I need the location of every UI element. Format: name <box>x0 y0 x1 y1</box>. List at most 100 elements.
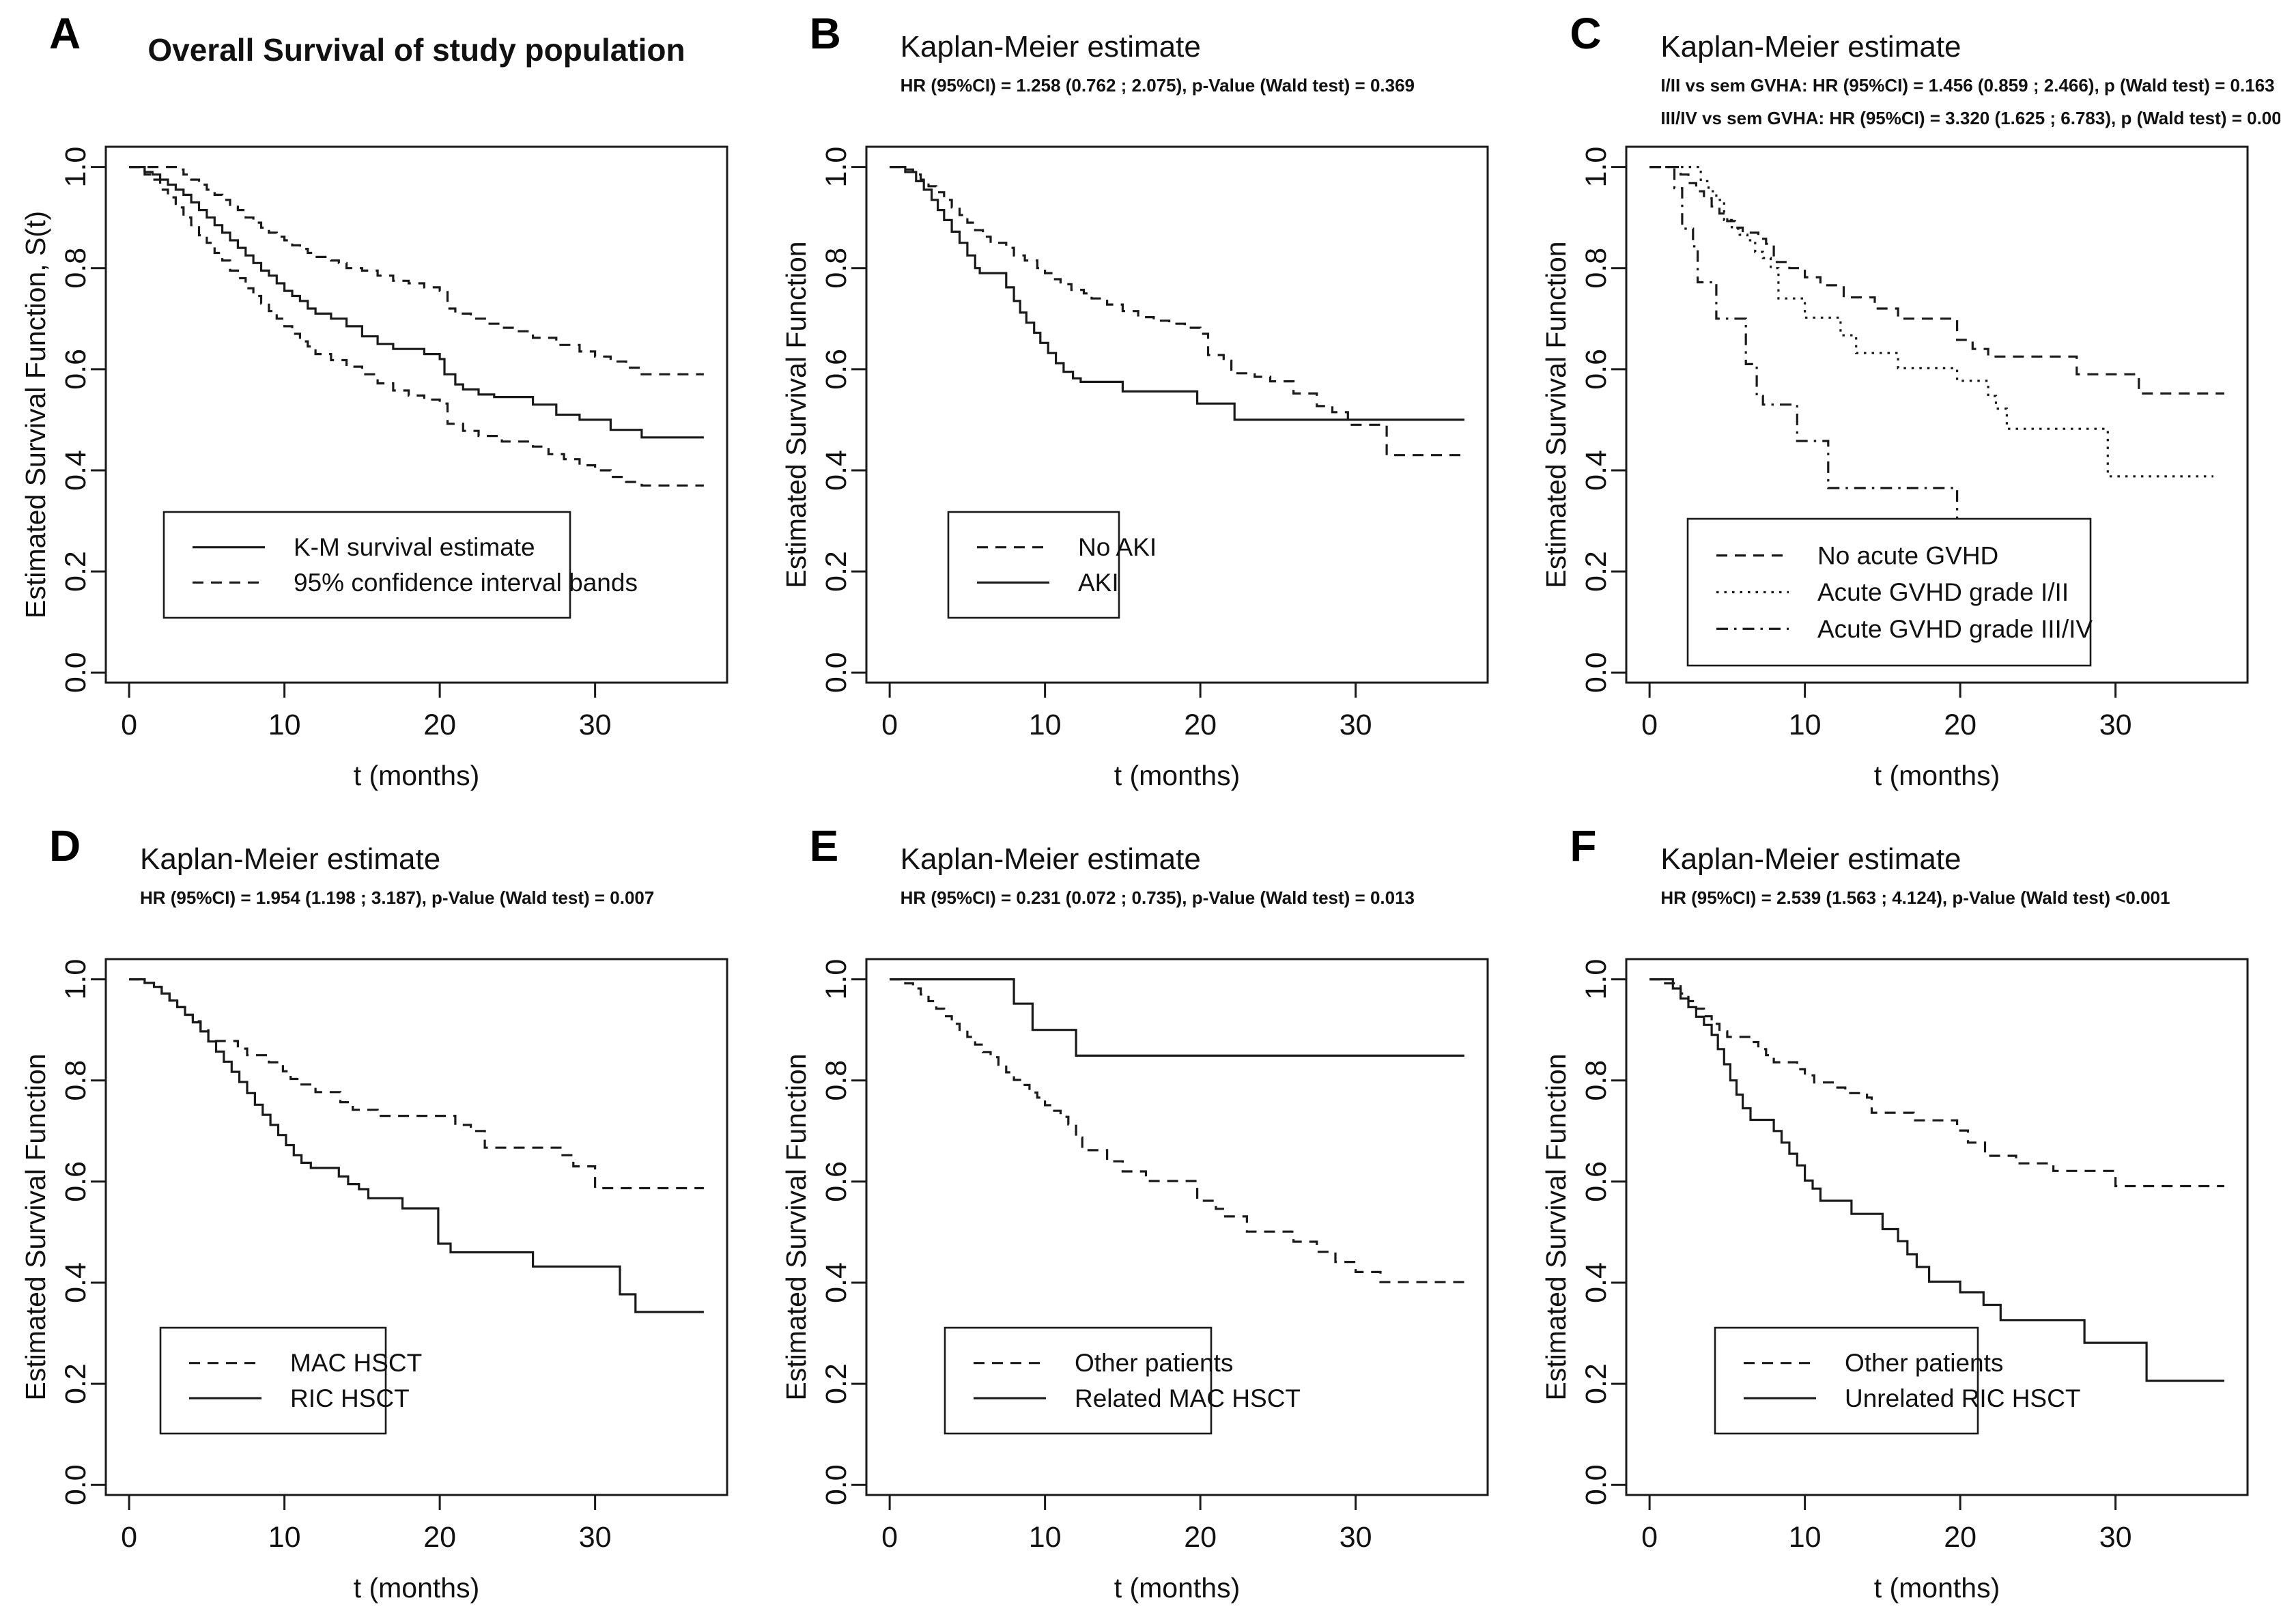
km-plot: Other patients Related MAC HSCT 0 10 20 30 0.0… <box>780 958 1489 1604</box>
y-axis-label: Estimated Survival Function <box>1540 1053 1572 1400</box>
x-tick-label: 30 <box>2099 1521 2132 1554</box>
y-tick-label: 0.0 <box>59 652 92 693</box>
legend-label: 95% confidence interval bands <box>294 569 638 597</box>
y-tick-label: 1.0 <box>59 958 92 999</box>
plot-border <box>1625 145 2249 684</box>
legend-label: Other patients <box>1075 1349 1233 1377</box>
y-tick-label: 0.6 <box>820 349 853 390</box>
panel-title: Kaplan-Meier estimate <box>140 842 441 876</box>
km-panel-c: C Kaplan-Meier estimate I/II vs sem GVHA… <box>1520 0 2280 812</box>
plot-border <box>104 145 728 684</box>
x-axis-label: t (months) <box>1874 1572 2000 1604</box>
y-tick-label: 0.6 <box>59 349 92 390</box>
y-tick-label: 0.4 <box>59 450 92 491</box>
y-tick-label: 0.4 <box>1580 450 1613 491</box>
y-axis-label: Estimated Survival Function <box>1540 241 1572 588</box>
x-tick-label: 20 <box>1184 709 1217 741</box>
x-tick-label: 20 <box>1184 1521 1217 1554</box>
km-curve <box>129 166 704 439</box>
y-tick-label: 0.0 <box>59 1464 92 1505</box>
y-tick-label: 0.4 <box>820 1262 853 1303</box>
panel-title: Kaplan-Meier estimate <box>1660 30 1961 63</box>
panel-letter: E <box>809 821 839 870</box>
x-tick-label: 30 <box>579 709 612 741</box>
x-axis-label: t (months) <box>354 1572 480 1604</box>
km-curve <box>889 978 1464 1283</box>
km-curve <box>129 166 704 487</box>
y-tick-label: 0.2 <box>1580 1363 1613 1404</box>
legend-box <box>162 511 571 619</box>
x-tick-label: 20 <box>423 1521 456 1554</box>
km-panel-f: F Kaplan-Meier estimate HR (95%CI) = 2.5… <box>1520 812 2280 1624</box>
x-tick-label: 0 <box>121 1521 137 1554</box>
y-tick-label: 0.2 <box>59 1363 92 1404</box>
legend-box <box>1687 517 2092 667</box>
x-tick-label: 0 <box>881 709 898 741</box>
y-axis-label: Estimated Survival Function <box>20 1053 51 1400</box>
y-axis-label: Estimated Survival Function <box>780 241 812 588</box>
legend-label: Unrelated RIC HSCT <box>1845 1384 2080 1412</box>
y-tick-label: 0.6 <box>1580 349 1613 390</box>
x-tick-label: 20 <box>1944 709 1977 741</box>
x-tick-label: 20 <box>423 709 456 741</box>
y-axis-label: Estimated Survival Function, S(t) <box>20 211 51 618</box>
km-curve <box>1649 978 2225 1382</box>
km-panel-e: E Kaplan-Meier estimate HR (95%CI) = 0.2… <box>761 812 1520 1624</box>
panel-title: Kaplan-Meier estimate <box>900 30 1201 63</box>
legend-label: Acute GVHD grade I/II <box>1817 578 2069 606</box>
plot-border <box>104 958 728 1496</box>
y-tick-label: 0.2 <box>820 1363 853 1404</box>
y-axis-label: Estimated Survival Function <box>780 1053 812 1400</box>
y-tick-label: 0.4 <box>820 450 853 491</box>
y-tick-label: 0.4 <box>59 1262 92 1303</box>
legend-label: RIC HSCT <box>290 1384 410 1412</box>
plot-border <box>1625 958 2249 1496</box>
y-tick-label: 0.6 <box>59 1160 92 1201</box>
legend-label: No AKI <box>1078 533 1157 561</box>
km-curve <box>1649 166 2067 610</box>
x-tick-label: 20 <box>1944 1521 1977 1554</box>
x-tick-label: 10 <box>1789 709 1822 741</box>
panel-title: Kaplan-Meier estimate <box>1660 842 1961 876</box>
legend-box <box>944 1326 1212 1434</box>
x-tick-label: 0 <box>121 709 137 741</box>
legend-label: AKI <box>1078 569 1119 597</box>
x-tick-label: 10 <box>1028 709 1061 741</box>
panel-title: Kaplan-Meier estimate <box>900 842 1201 876</box>
km-panel-b: B Kaplan-Meier estimate HR (95%CI) = 1.2… <box>761 0 1520 812</box>
y-tick-label: 1.0 <box>820 958 853 999</box>
panel-letter: A <box>49 9 81 58</box>
y-tick-label: 1.0 <box>1580 147 1613 188</box>
km-plot: No acute GVHD Acute GVHD grade I/II Acute … <box>1540 145 2249 791</box>
panel-subtitle: HR (95%CI) = 1.258 (0.762 ; 2.075), p-Va… <box>900 75 1415 96</box>
x-tick-label: 0 <box>1641 709 1658 741</box>
y-tick-label: 0.2 <box>1580 551 1613 592</box>
km-curve <box>1649 166 2214 478</box>
legend-label: Other patients <box>1845 1349 2003 1377</box>
km-curve <box>1649 166 2225 395</box>
panel-subtitle: HR (95%CI) = 1.954 (1.198 ; 3.187), p-Va… <box>140 887 655 908</box>
x-tick-label: 30 <box>1339 1521 1372 1554</box>
y-tick-label: 0.0 <box>820 652 853 693</box>
legend-label: MAC HSCT <box>290 1349 422 1377</box>
y-tick-label: 0.2 <box>820 551 853 592</box>
x-tick-label: 10 <box>1028 1521 1061 1554</box>
x-tick-label: 30 <box>2099 709 2132 741</box>
x-axis-label: t (months) <box>1114 1572 1240 1604</box>
panel-subtitle: I/II vs sem GVHA: HR (95%CI) = 1.456 (0.… <box>1660 75 2275 96</box>
y-tick-label: 0.8 <box>59 248 92 289</box>
km-plot: K-M survival estimate 95% confidence inte… <box>20 145 728 791</box>
legend-label: No acute GVHD <box>1817 541 1998 569</box>
x-tick-label: 0 <box>1641 1521 1658 1554</box>
km-plot: MAC HSCT RIC HSCT 0 10 20 30 0.0 0.2 0.4 0.6 0.8 1.… <box>20 958 728 1604</box>
y-tick-label: 1.0 <box>820 147 853 188</box>
km-curve <box>129 978 704 1313</box>
x-tick-label: 10 <box>268 1521 301 1554</box>
km-panel-d: D Kaplan-Meier estimate HR (95%CI) = 1.9… <box>0 812 760 1624</box>
y-tick-label: 0.2 <box>59 551 92 592</box>
km-curve <box>129 166 704 375</box>
x-tick-label: 10 <box>268 709 301 741</box>
km-curve <box>889 166 1464 457</box>
plot-border <box>865 145 1489 684</box>
